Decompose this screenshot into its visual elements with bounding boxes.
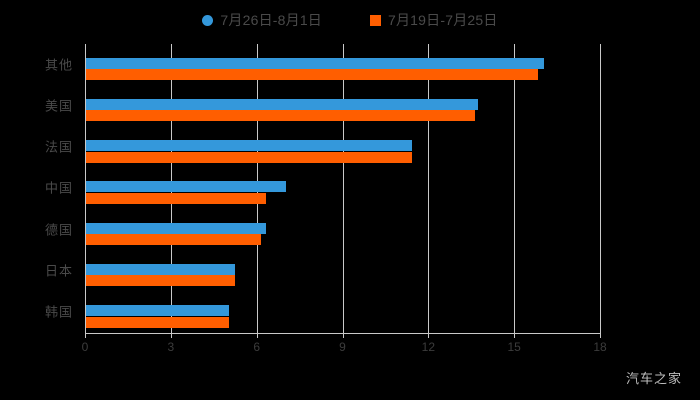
x-tick-label: 0 (81, 340, 89, 354)
plot-area: 0 3 6 9 12 15 18 其他美国法国中国德国日本韩国 (45, 44, 607, 354)
x-tick-mark (428, 333, 430, 338)
category-row: 中国 (45, 168, 600, 209)
bar-series-1[interactable] (86, 305, 230, 317)
category-label: 韩国 (44, 304, 73, 320)
x-tick-mark (342, 333, 344, 338)
gridline (600, 44, 601, 333)
legend-label: 7月19日-7月25日 (388, 12, 498, 28)
y-axis-line (85, 44, 86, 333)
bar-series-1[interactable] (86, 222, 267, 234)
x-tick-label: 15 (507, 340, 521, 354)
category-row: 其他 (45, 44, 600, 85)
bar-series-2[interactable] (86, 275, 235, 287)
x-tick-mark (514, 333, 516, 338)
category-row: 法国 (45, 127, 600, 168)
x-tick-mark (600, 333, 601, 338)
chart-legend: 7月26日-8月1日 7月19日-7月25日 (0, 9, 700, 31)
category-label: 美国 (44, 98, 73, 114)
x-tick-mark (170, 333, 172, 338)
legend-entry[interactable]: 7月26日-8月1日 (202, 13, 322, 27)
category-row: 韩国 (45, 292, 600, 333)
bar-series-1[interactable] (86, 140, 413, 152)
bar-series-2[interactable] (86, 69, 539, 80)
bar-series-2[interactable] (86, 151, 413, 163)
bar-series-2[interactable] (86, 192, 267, 204)
category-label: 德国 (44, 222, 73, 238)
x-tick-mark (256, 333, 258, 338)
category-label: 法国 (44, 139, 73, 155)
category-row: 德国 (45, 209, 600, 250)
category-label: 日本 (44, 263, 73, 279)
legend-marker-circle-icon (202, 14, 214, 26)
category-row: 日本 (45, 250, 600, 291)
bar-series-1[interactable] (86, 263, 235, 275)
bar-series-1[interactable] (86, 57, 544, 69)
bar-series-1[interactable] (86, 98, 478, 110)
bar-series-2[interactable] (86, 110, 476, 122)
gridline (342, 44, 344, 333)
legend-marker-square-icon (370, 14, 381, 26)
x-tick-label: 3 (167, 340, 175, 354)
x-tick-mark (85, 333, 86, 338)
legend-label: 7月26日-8月1日 (220, 12, 322, 28)
legend-entry[interactable]: 7月19日-7月25日 (370, 13, 498, 27)
category-label: 中国 (44, 180, 73, 196)
watermark: 汽车之家 (625, 371, 682, 386)
category-label: 其他 (44, 57, 73, 73)
bar-series-2[interactable] (86, 316, 230, 328)
x-tick-label: 9 (339, 340, 346, 354)
category-row: 美国 (45, 85, 600, 126)
x-tick-label: 18 (593, 340, 607, 354)
x-tick-label: 12 (421, 340, 436, 354)
bar-series-2[interactable] (86, 234, 261, 246)
gridline (428, 44, 430, 333)
gridline (514, 44, 516, 333)
bar-series-1[interactable] (86, 181, 287, 193)
x-tick-label: 6 (253, 340, 260, 354)
